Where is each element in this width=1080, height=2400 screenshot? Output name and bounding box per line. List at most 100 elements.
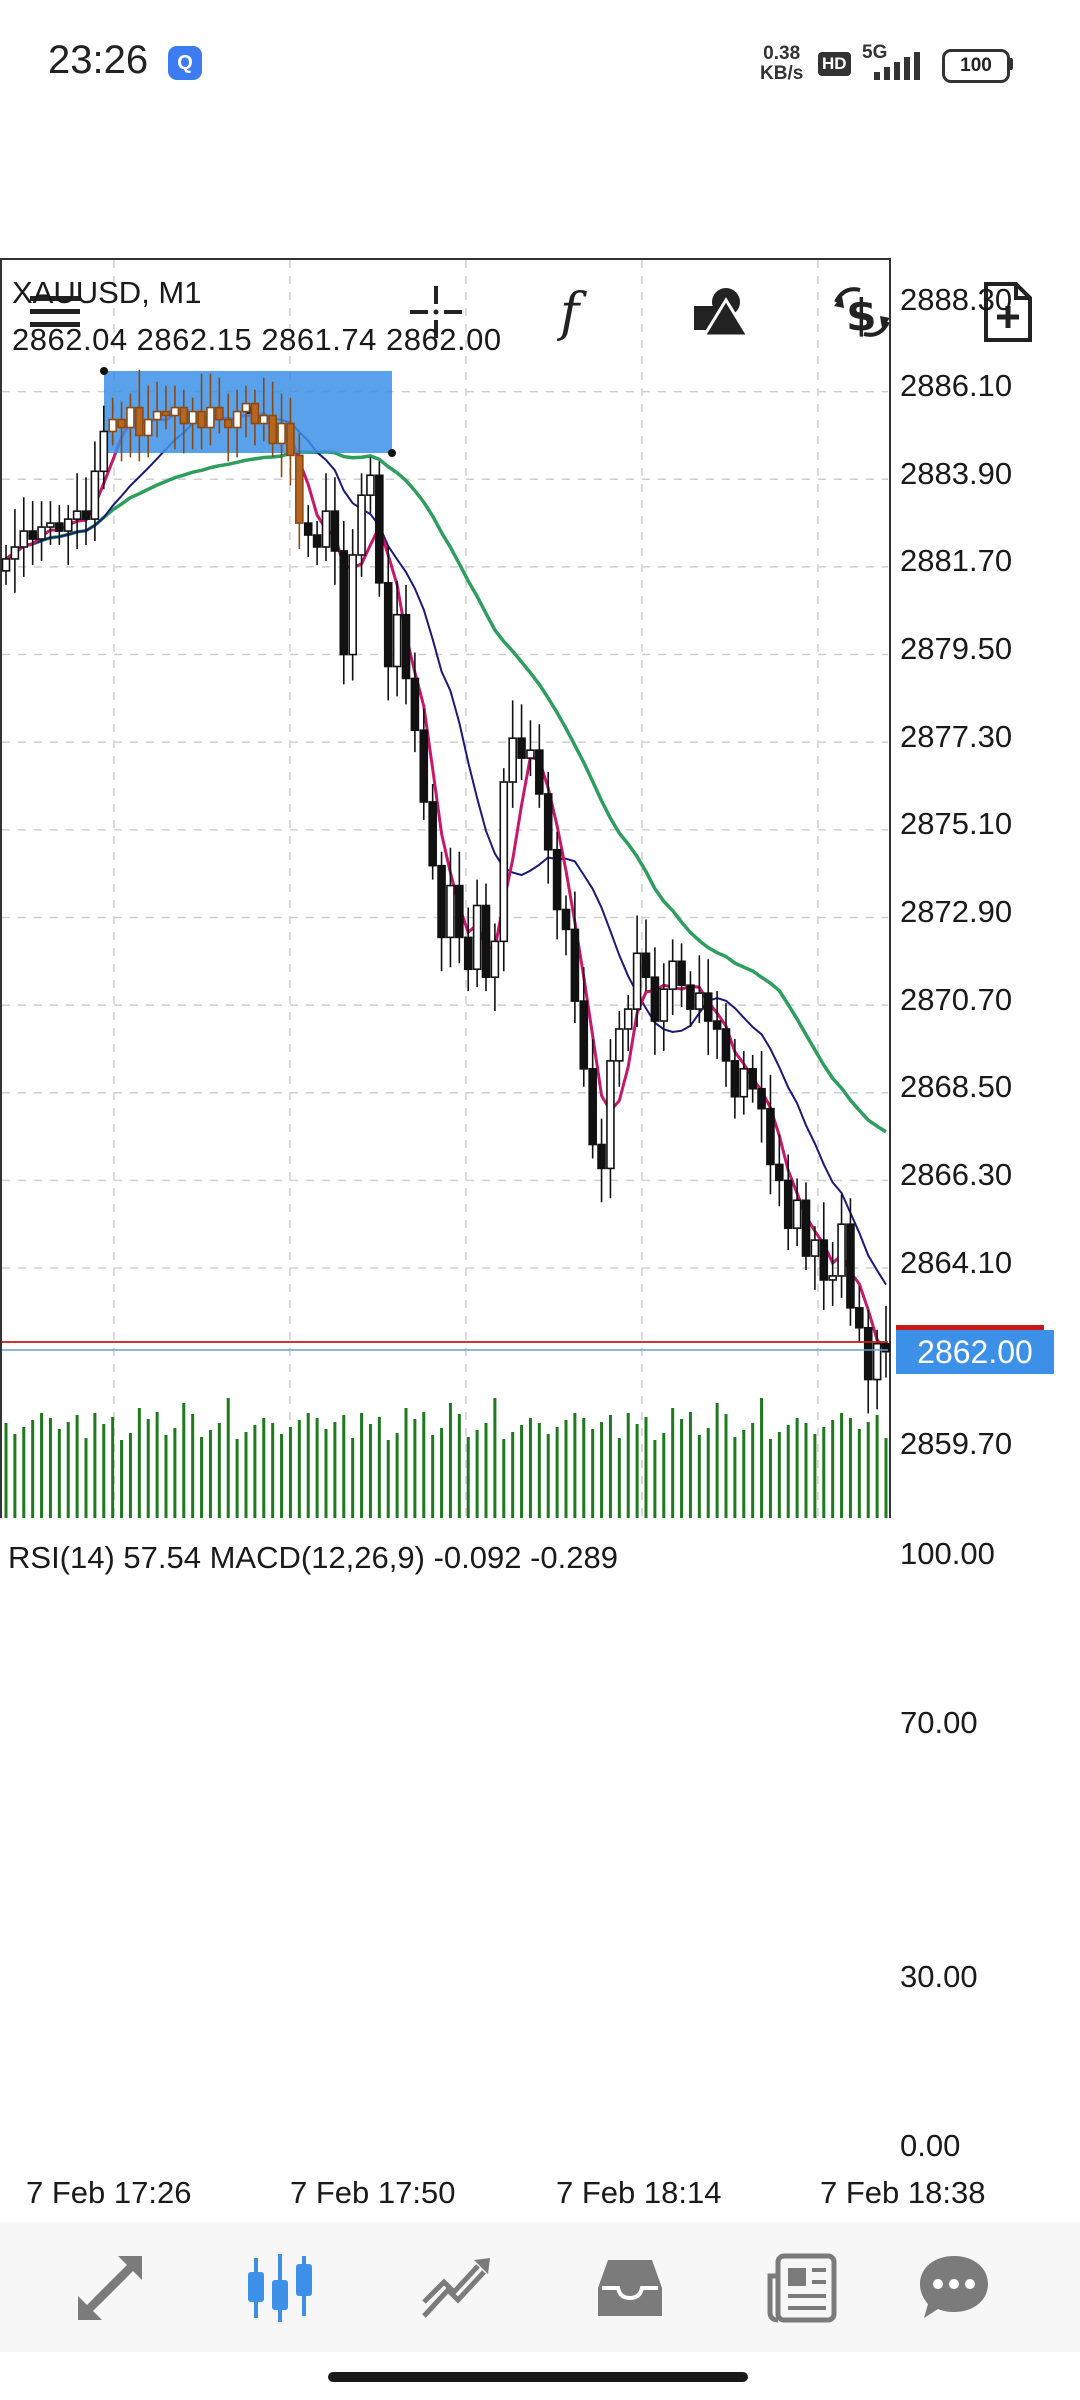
candle-body xyxy=(348,554,357,656)
candle-body xyxy=(99,430,109,473)
candle-body xyxy=(179,406,189,425)
price-axis-label: 2888.30 xyxy=(900,282,1013,317)
indicator-label: RSI(14) 57.54 MACD(12,26,9) -0.092 -0.28… xyxy=(8,1540,618,1575)
candle-body xyxy=(55,522,64,532)
history-icon[interactable] xyxy=(592,2250,668,2326)
candle-body xyxy=(526,749,535,759)
candle-body xyxy=(615,1028,624,1062)
candle-body xyxy=(455,884,464,939)
candle-body xyxy=(277,422,286,445)
candle-body xyxy=(579,1000,589,1070)
candle-body xyxy=(543,793,553,851)
candle-body xyxy=(846,1223,855,1309)
candle-body xyxy=(197,410,206,429)
time-axis-label: 7 Feb 17:50 xyxy=(290,2175,456,2210)
chart-icon[interactable] xyxy=(242,2250,318,2326)
price-axis-label: 2877.30 xyxy=(900,719,1013,754)
candle-body xyxy=(810,1239,820,1257)
indicator-axis-label: 70.00 xyxy=(900,1705,978,1740)
candle-body xyxy=(401,613,411,680)
candle-body xyxy=(1,558,11,572)
battery-tip xyxy=(1008,58,1013,70)
network-speed-value: 0.38 xyxy=(763,43,801,64)
candle-body xyxy=(766,1107,775,1166)
candle-body xyxy=(517,737,526,759)
candle-body xyxy=(108,418,117,433)
candle-body xyxy=(730,1060,740,1098)
candle-body xyxy=(703,992,713,1022)
indicators-icon[interactable]: f xyxy=(546,280,610,344)
candle-body xyxy=(72,510,82,520)
new-order-icon[interactable] xyxy=(976,280,1040,344)
price-axis-label: 2881.70 xyxy=(900,543,1013,578)
candle-body xyxy=(446,884,455,939)
price-chart-svg[interactable] xyxy=(0,258,1080,1518)
candle-body xyxy=(668,960,677,990)
candle-body xyxy=(490,940,500,979)
crosshair-icon[interactable] xyxy=(404,280,468,344)
candle-body xyxy=(312,534,322,548)
candle-body xyxy=(739,1068,749,1098)
messages-icon[interactable] xyxy=(916,2250,992,2326)
trade-icon[interactable]: $ xyxy=(830,280,894,344)
candle-body xyxy=(188,410,197,425)
candle-body xyxy=(37,526,46,540)
candle-body xyxy=(570,928,580,1002)
indicator-axis-label: 100.00 xyxy=(900,1536,995,1571)
candle-body xyxy=(410,677,420,732)
candle-body xyxy=(241,402,251,413)
candle-body xyxy=(303,522,313,536)
candle-body xyxy=(250,402,260,425)
candle-body xyxy=(126,406,135,429)
candle-body xyxy=(535,749,544,795)
candle-body xyxy=(597,1143,606,1170)
price-axis-label: 2870.70 xyxy=(900,982,1013,1017)
menu-icon[interactable] xyxy=(24,280,88,344)
price-axis-label: 2879.50 xyxy=(900,631,1013,666)
candle-body xyxy=(872,1342,882,1381)
candle-body xyxy=(19,530,29,548)
candle-body xyxy=(659,988,669,1022)
candle-body xyxy=(286,422,295,457)
indicator-axis-label: 30.00 xyxy=(900,1959,978,1994)
status-time: 23:26 xyxy=(48,38,149,82)
candle-body xyxy=(152,410,162,421)
price-axis-label: 2859.70 xyxy=(900,1426,1013,1461)
candle-body xyxy=(855,1307,864,1329)
candle-body xyxy=(63,518,73,532)
candle-body xyxy=(215,406,224,421)
home-indicator[interactable] xyxy=(328,2372,748,2382)
selection-handle[interactable] xyxy=(388,449,396,457)
candle-body xyxy=(28,530,37,540)
candle-body xyxy=(632,952,642,1010)
candle-body xyxy=(677,960,686,986)
candle-body xyxy=(135,406,144,437)
candle-body xyxy=(783,1179,793,1229)
candle-body xyxy=(712,1020,722,1030)
candle-body xyxy=(499,781,509,943)
trade-nav-icon[interactable] xyxy=(418,2250,494,2326)
candle-body xyxy=(206,406,215,429)
candle-body xyxy=(259,414,269,425)
objects-icon[interactable] xyxy=(688,280,752,344)
candle-body xyxy=(695,992,704,1010)
candle-body xyxy=(775,1163,784,1182)
candle-body xyxy=(419,729,429,803)
candle-body xyxy=(792,1199,802,1229)
candle-body xyxy=(641,952,651,979)
svg-text:$: $ xyxy=(846,290,877,341)
time-axis-label: 7 Feb 17:26 xyxy=(26,2175,192,2210)
price-axis-label: 2886.10 xyxy=(900,368,1013,403)
candle-body xyxy=(481,904,491,979)
news-icon[interactable] xyxy=(764,2250,840,2326)
selection-handle[interactable] xyxy=(100,367,108,375)
candle-body xyxy=(623,1008,633,1030)
candle-body xyxy=(721,1028,731,1062)
candle-body xyxy=(143,418,153,437)
candle-body xyxy=(819,1239,829,1281)
network-speed-unit: KB/s xyxy=(760,63,804,84)
candle-body xyxy=(552,848,562,911)
bottom-navigation xyxy=(0,2222,1080,2352)
quotes-icon[interactable] xyxy=(72,2250,148,2326)
moving-average-slow xyxy=(5,450,887,1134)
